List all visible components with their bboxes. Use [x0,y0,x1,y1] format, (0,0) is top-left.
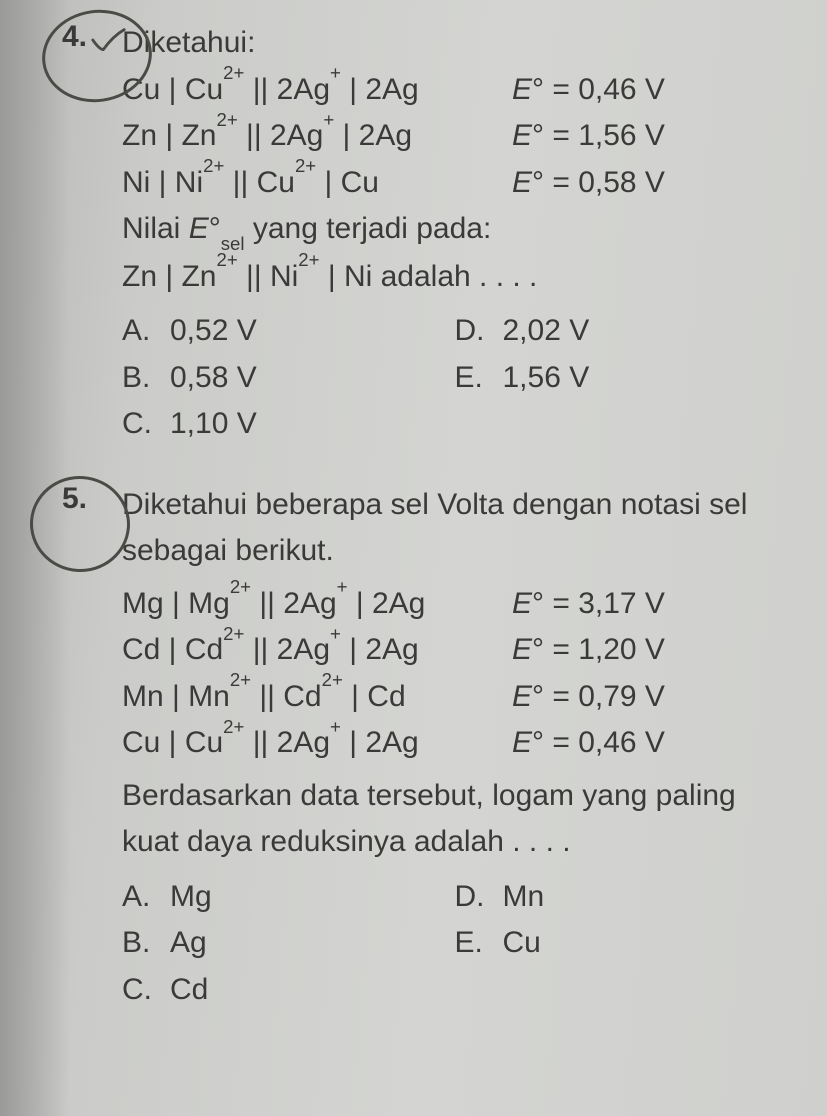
option-letter: E. [455,355,503,402]
option-letter: A. [122,874,170,921]
option-e[interactable]: E.Cu [455,920,788,967]
option-letter: E. [455,920,503,967]
q5-options: A.Mg D.Mn B.Ag E.Cu C.Cd [122,874,787,1014]
option-d[interactable]: D.2,02 V [455,308,788,355]
option-letter: D. [455,308,503,355]
q5-header: Diketahui beberapa sel Volta dengan nota… [122,482,787,575]
q4-prompt-line-1: Nilai E°sel yang terjadi pada: [122,206,787,254]
cell-notation: Mg | Mg2+ || 2Ag+ | 2Ag [122,581,512,628]
option-text: Mg [170,874,212,921]
option-text: Cd [170,967,208,1014]
cell-notation: Cu | Cu2+ || 2Ag+ | 2Ag [122,67,512,114]
question-number: 4. [62,20,87,54]
worksheet-page: 4. Diketahui: Cu | Cu2+ || 2Ag+ | 2Ag E°… [0,0,827,1116]
cell-notation: Zn | Zn2+ || 2Ag+ | 2Ag [122,113,512,160]
cell-potential: E° = 0,58 V [512,160,787,207]
q4-cell-row: Cu | Cu2+ || 2Ag+ | 2Ag E° = E° = 0,46 V… [122,67,787,114]
q5-cell-row: Mg | Mg2+ || 2Ag+ | 2Ag E° = 3,17 V [122,581,787,628]
question-5: 5. Diketahui beberapa sel Volta dengan n… [70,482,787,1014]
option-text: 0,52 V [170,308,257,355]
q4-cell-row: Ni | Ni2+ || Cu2+ | Cu E° = 0,58 V [122,160,787,207]
option-letter: A. [122,308,170,355]
q4-options: A.0,52 V D.2,02 V B.0,58 V E.1,56 V C.1,… [122,308,787,448]
q5-prompt: Berdasarkan data tersebut, logam yang pa… [122,773,787,866]
cell-notation: Cu | Cu2+ || 2Ag+ | 2Ag [122,720,512,767]
q4-cell-row: Zn | Zn2+ || 2Ag+ | 2Ag E° = 1,56 V [122,113,787,160]
option-letter: D. [455,874,503,921]
question-number: 5. [62,482,87,516]
option-letter: B. [122,920,170,967]
option-text: Mn [503,874,545,921]
cell-notation: Mn | Mn2+ || Cd2+ | Cd [122,674,512,721]
option-e[interactable]: E.1,56 V [455,355,788,402]
option-c[interactable]: C.Cd [122,967,455,1014]
option-b[interactable]: B.Ag [122,920,455,967]
option-text: Ag [170,920,207,967]
cell-potential: E° = E° = 0,46 V0,46 V [512,67,787,114]
option-letter: B. [122,355,170,402]
option-text: 1,10 V [170,401,257,448]
option-text: 1,56 V [503,355,590,402]
cell-potential: E° = 0,79 V [512,674,787,721]
q5-cell-row: Cu | Cu2+ || 2Ag+ | 2Ag E° = 0,46 V [122,720,787,767]
option-c[interactable]: C.1,10 V [122,401,455,448]
cell-potential: E° = 0,46 V [512,720,787,767]
option-letter: C. [122,401,170,448]
option-letter: C. [122,967,170,1014]
page-fold-shadow [0,0,70,1116]
q4-header: Diketahui: [122,20,787,67]
q5-cell-row: Cd | Cd2+ || 2Ag+ | 2Ag E° = 1,20 V [122,627,787,674]
option-text: 2,02 V [503,308,590,355]
option-text: Cu [503,920,541,967]
option-d[interactable]: D.Mn [455,874,788,921]
q5-cell-row: Mn | Mn2+ || Cd2+ | Cd E° = 0,79 V [122,674,787,721]
option-text: 0,58 V [170,355,257,402]
option-a[interactable]: A.Mg [122,874,455,921]
option-a[interactable]: A.0,52 V [122,308,455,355]
question-4: 4. Diketahui: Cu | Cu2+ || 2Ag+ | 2Ag E°… [70,20,787,448]
option-b[interactable]: B.0,58 V [122,355,455,402]
question-body: Diketahui: Cu | Cu2+ || 2Ag+ | 2Ag E° = … [122,20,787,448]
q4-prompt-line-2: Zn | Zn2+ || Ni2+ | Ni adalah . . . . [122,254,787,301]
cell-notation: Ni | Ni2+ || Cu2+ | Cu [122,160,512,207]
cell-potential: E° = 3,17 V [512,581,787,628]
cell-potential: E° = 1,56 V [512,113,787,160]
cell-notation: Cd | Cd2+ || 2Ag+ | 2Ag [122,627,512,674]
cell-potential: E° = 1,20 V [512,627,787,674]
question-body: Diketahui beberapa sel Volta dengan nota… [122,482,787,1014]
